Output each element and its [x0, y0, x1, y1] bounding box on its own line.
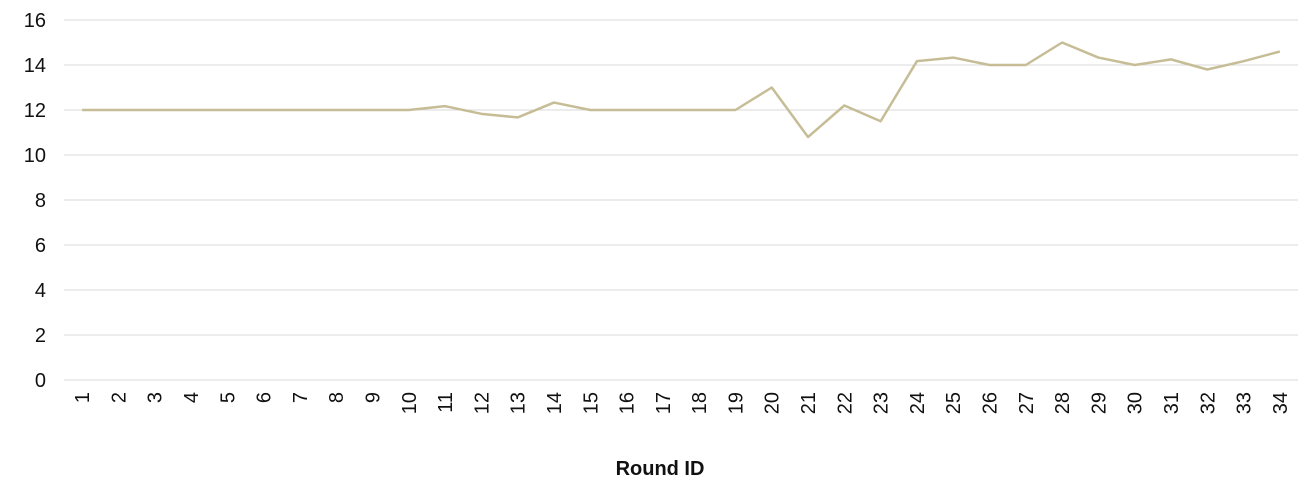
x-tick-label: 27	[1016, 392, 1038, 414]
x-tick-label: 32	[1197, 392, 1219, 414]
y-tick-label: 0	[35, 370, 46, 392]
x-tick-label: 14	[544, 392, 566, 414]
x-tick-label: 23	[871, 392, 893, 414]
x-tick-label: 25	[943, 392, 965, 414]
x-tick-label: 28	[1052, 392, 1074, 414]
x-tick-label: 20	[762, 392, 784, 414]
x-tick-label: 7	[290, 392, 312, 403]
y-tick-label: 16	[24, 10, 46, 32]
x-tick-label: 21	[798, 392, 820, 414]
x-tick-label: 29	[1088, 392, 1110, 414]
x-axis-label: Round ID	[616, 458, 705, 480]
x-tick-label: 18	[689, 392, 711, 414]
x-tick-label: 19	[725, 392, 747, 414]
x-tick-label: 1	[72, 392, 94, 403]
x-tick-label: 26	[980, 392, 1002, 414]
x-axis-ticks: 1 2 3 4 5 6 7 8 9 10 11 12 13 14 15 16 17 18 19 20 21 22 23 24 2…	[72, 392, 1292, 414]
x-tick-label: 34	[1270, 392, 1292, 414]
x-tick-label: 12	[471, 392, 493, 414]
x-tick-label: 4	[181, 392, 203, 403]
y-tick-label: 10	[24, 145, 46, 167]
x-tick-label: 2	[108, 392, 130, 403]
series-line	[82, 41, 1281, 139]
y-tick-label: 12	[24, 100, 46, 122]
y-tick-label: 8	[35, 190, 46, 212]
x-tick-label: 6	[254, 392, 276, 403]
y-tick-label: 2	[35, 325, 46, 347]
x-tick-label: 8	[326, 392, 348, 403]
x-tick-label: 17	[653, 392, 675, 414]
x-tick-label: 31	[1161, 392, 1183, 414]
y-tick-label: 4	[35, 280, 46, 302]
x-tick-label: 5	[217, 392, 239, 403]
x-tick-label: 33	[1234, 392, 1256, 414]
series-lines	[82, 41, 1281, 139]
x-tick-label: 13	[508, 392, 530, 414]
x-tick-label: 10	[399, 392, 421, 414]
x-tick-label: 15	[580, 392, 602, 414]
x-tick-label: 11	[435, 392, 457, 413]
y-axis-ticks: 0 2 4 6 8 10 12 14 16	[24, 10, 46, 392]
x-tick-label: 3	[145, 392, 167, 403]
x-tick-label: 16	[617, 392, 639, 414]
x-tick-label: 9	[363, 392, 385, 403]
y-tick-label: 6	[35, 235, 46, 257]
x-tick-label: 24	[907, 392, 929, 414]
x-tick-label: 22	[834, 392, 856, 414]
y-tick-label: 14	[24, 55, 46, 77]
gridlines	[64, 19, 1298, 381]
x-tick-label: 30	[1125, 392, 1147, 414]
